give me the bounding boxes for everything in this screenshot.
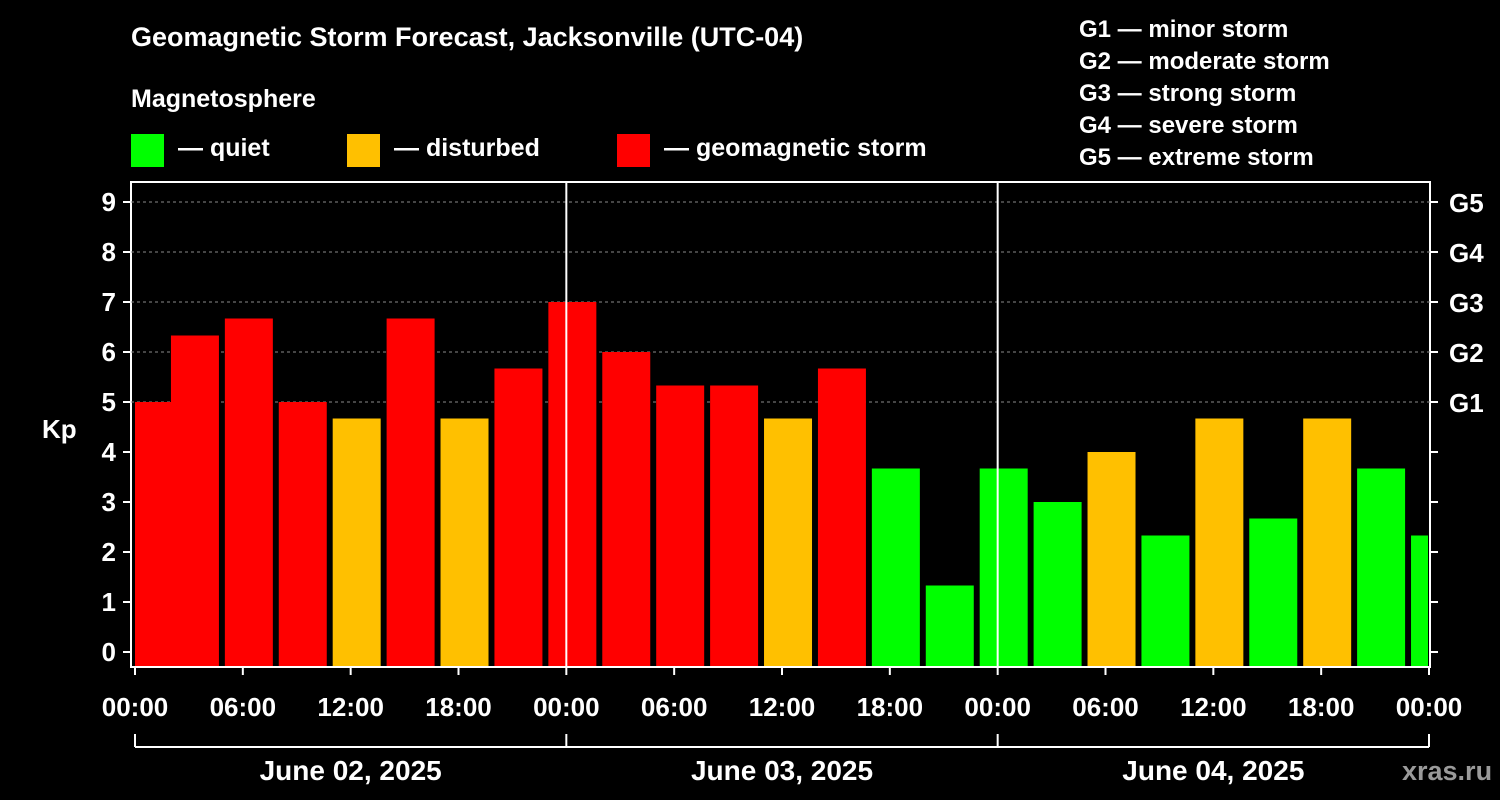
x-tick-label-11: 18:00	[1288, 692, 1355, 722]
kp-bar-22	[1303, 418, 1352, 666]
y-tick-label-6: 6	[102, 337, 116, 367]
storm-scale-g4: G4 — severe storm	[1079, 112, 1298, 139]
kp-bar-11	[710, 385, 759, 666]
kp-bar-9	[602, 352, 651, 666]
kp-bar-2	[224, 318, 273, 666]
x-tick-label-12: 00:00	[1396, 692, 1463, 722]
kp-bar-5	[386, 318, 435, 666]
chart-title: Geomagnetic Storm Forecast, Jacksonville…	[131, 22, 804, 52]
x-tick-label-1: 06:00	[210, 692, 277, 722]
y-tick-label-7: 7	[102, 287, 116, 317]
date-label-2: June 04, 2025	[1122, 755, 1304, 786]
legend-item-storm: — geomagnetic storm	[617, 134, 957, 168]
plot-frame	[130, 181, 1431, 668]
kp-bar-18	[1087, 452, 1136, 666]
legend-label-storm: — geomagnetic storm	[664, 134, 927, 162]
legend-swatch-storm	[617, 134, 650, 167]
kp-bar-6	[440, 418, 489, 666]
storm-level-label-g5: G5	[1449, 188, 1484, 218]
kp-bar-23	[1357, 468, 1406, 666]
watermark: xras.ru	[1402, 756, 1493, 786]
storm-level-label-g4: G4	[1449, 238, 1484, 268]
storm-scale-g1: G1 — minor storm	[1079, 16, 1289, 43]
legend-item-quiet: — quiet	[131, 134, 331, 168]
legend-swatch-quiet	[131, 134, 164, 167]
kp-bar-17	[1033, 502, 1082, 666]
magnetosphere-legend-title: Magnetosphere	[131, 85, 316, 113]
legend-label-quiet: — quiet	[178, 134, 270, 162]
kp-bar-13	[817, 368, 866, 666]
x-tick-label-8: 00:00	[964, 692, 1031, 722]
y-tick-label-9: 9	[102, 187, 116, 217]
storm-level-label-g3: G3	[1449, 288, 1484, 318]
storm-level-label-g1: G1	[1449, 388, 1484, 418]
kp-bar-12	[764, 418, 813, 666]
legend-swatch-disturbed	[347, 134, 380, 167]
kp-bar-1	[170, 335, 219, 666]
x-tick-label-0: 00:00	[102, 692, 169, 722]
kp-bar-4	[332, 418, 381, 666]
kp-bar-21	[1249, 518, 1298, 666]
legend-item-disturbed: — disturbed	[347, 134, 577, 168]
y-axis-label: Kp	[42, 414, 77, 444]
kp-bar-8	[548, 302, 597, 666]
x-tick-label-2: 12:00	[317, 692, 384, 722]
storm-scale-g5: G5 — extreme storm	[1079, 144, 1314, 171]
date-label-0: June 02, 2025	[260, 755, 442, 786]
x-tick-label-5: 06:00	[641, 692, 708, 722]
kp-bar-10	[656, 385, 705, 666]
kp-bar-14	[871, 468, 920, 666]
y-tick-label-5: 5	[102, 387, 116, 417]
storm-level-label-g2: G2	[1449, 338, 1484, 368]
y-tick-label-8: 8	[102, 237, 116, 267]
x-tick-label-4: 00:00	[533, 692, 600, 722]
y-tick-label-3: 3	[102, 487, 116, 517]
x-tick-label-7: 18:00	[857, 692, 924, 722]
kp-bar-19	[1141, 535, 1190, 666]
kp-bar-20	[1195, 418, 1244, 666]
storm-scale-g2: G2 — moderate storm	[1079, 48, 1330, 75]
x-tick-label-9: 06:00	[1072, 692, 1139, 722]
kp-bar-7	[494, 368, 543, 666]
kp-bar-3	[278, 402, 327, 666]
y-tick-label-4: 4	[102, 437, 117, 467]
kp-bar-15	[925, 585, 974, 666]
x-tick-label-3: 18:00	[425, 692, 492, 722]
y-tick-label-1: 1	[102, 587, 116, 617]
y-tick-label-2: 2	[102, 537, 116, 567]
legend-label-disturbed: — disturbed	[394, 134, 540, 162]
y-tick-label-0: 0	[102, 637, 116, 667]
date-label-1: June 03, 2025	[691, 755, 873, 786]
kp-bar-16	[979, 468, 1028, 666]
storm-scale-g3: G3 — strong storm	[1079, 80, 1297, 107]
kp-bar-24	[1411, 535, 1428, 666]
x-tick-label-6: 12:00	[749, 692, 816, 722]
x-tick-label-10: 12:00	[1180, 692, 1247, 722]
storm-scale-legend: G1 — minor storm G2 — moderate storm G3 …	[1079, 14, 1330, 174]
